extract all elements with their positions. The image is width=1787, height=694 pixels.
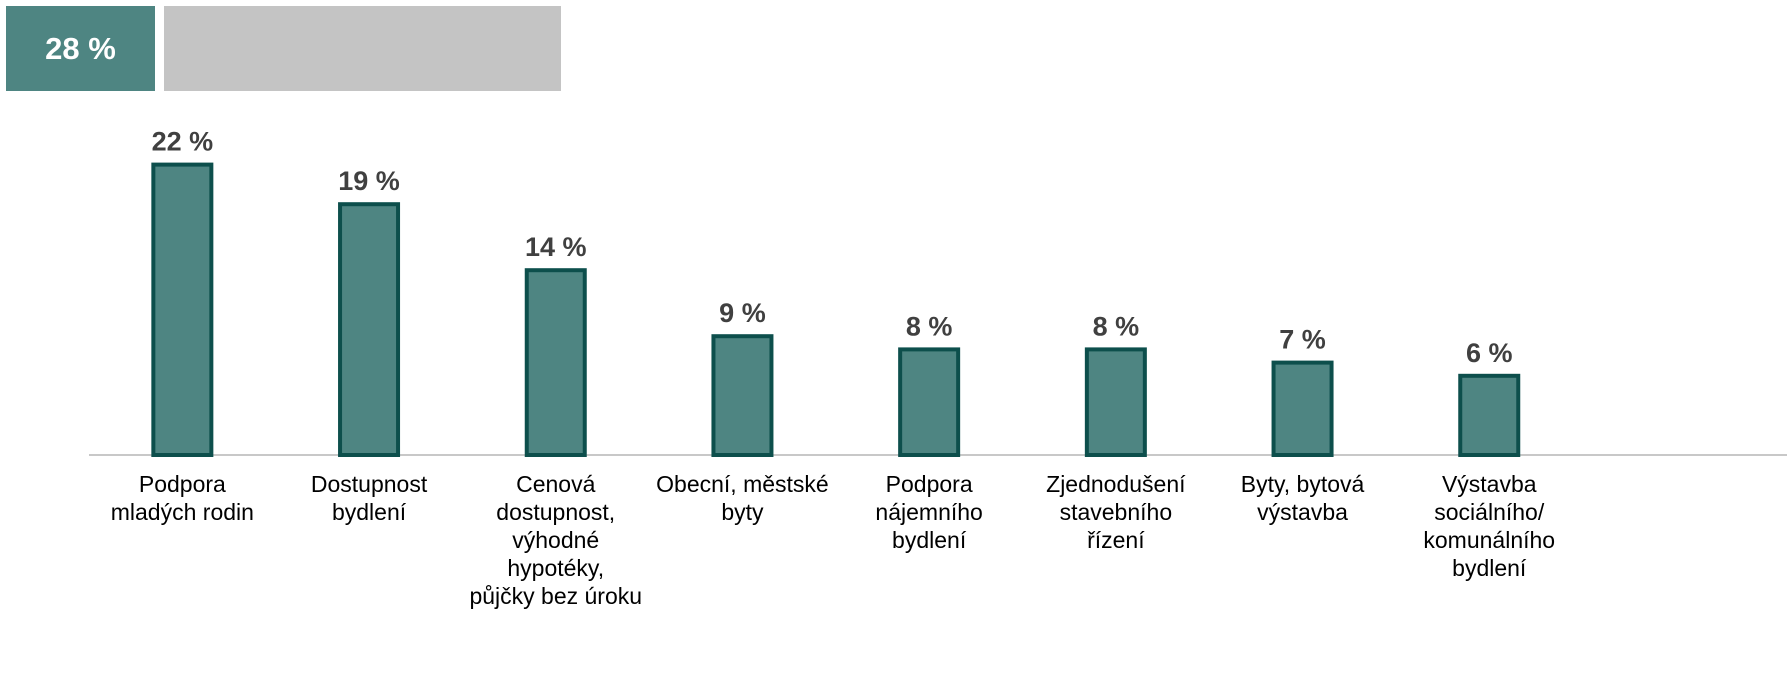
x-tick-label: Obecní, městské byty (656, 471, 829, 525)
bar (524, 268, 587, 458)
value-label: 9 % (719, 298, 766, 328)
value-label: 7 % (1279, 325, 1326, 355)
value-label: 8 % (1093, 311, 1140, 341)
summary-value: 28 % (45, 30, 116, 66)
bar (1271, 360, 1334, 458)
value-label: 6 % (1466, 338, 1513, 368)
bar (151, 162, 214, 457)
bar (1458, 373, 1521, 457)
x-tick-label: Výstavba sociálního/ komunálního bydlení (1423, 471, 1556, 581)
x-tick-label: Zjednodušení stavebního řízení (1046, 471, 1186, 553)
bar (711, 334, 774, 458)
bar (898, 347, 961, 457)
summary-box: 28 % (6, 6, 155, 91)
x-tick-label: Cenová dostupnost, výhodné hypotéky, půj… (469, 471, 643, 609)
x-tick-label: Byty, bytová výstavba (1240, 471, 1365, 525)
x-tick-label: Dostupnost bydlení (310, 471, 428, 525)
x-tick-label: Podpora nájemního bydlení (875, 471, 983, 553)
bar (1084, 347, 1147, 457)
value-label: 14 % (525, 232, 587, 262)
value-label: 22 % (152, 127, 214, 157)
x-tick-label: Podpora mladých rodin (110, 471, 254, 525)
header-bar (164, 6, 561, 91)
bar (338, 202, 401, 457)
value-label: 19 % (338, 166, 400, 196)
value-label: 8 % (906, 311, 953, 341)
